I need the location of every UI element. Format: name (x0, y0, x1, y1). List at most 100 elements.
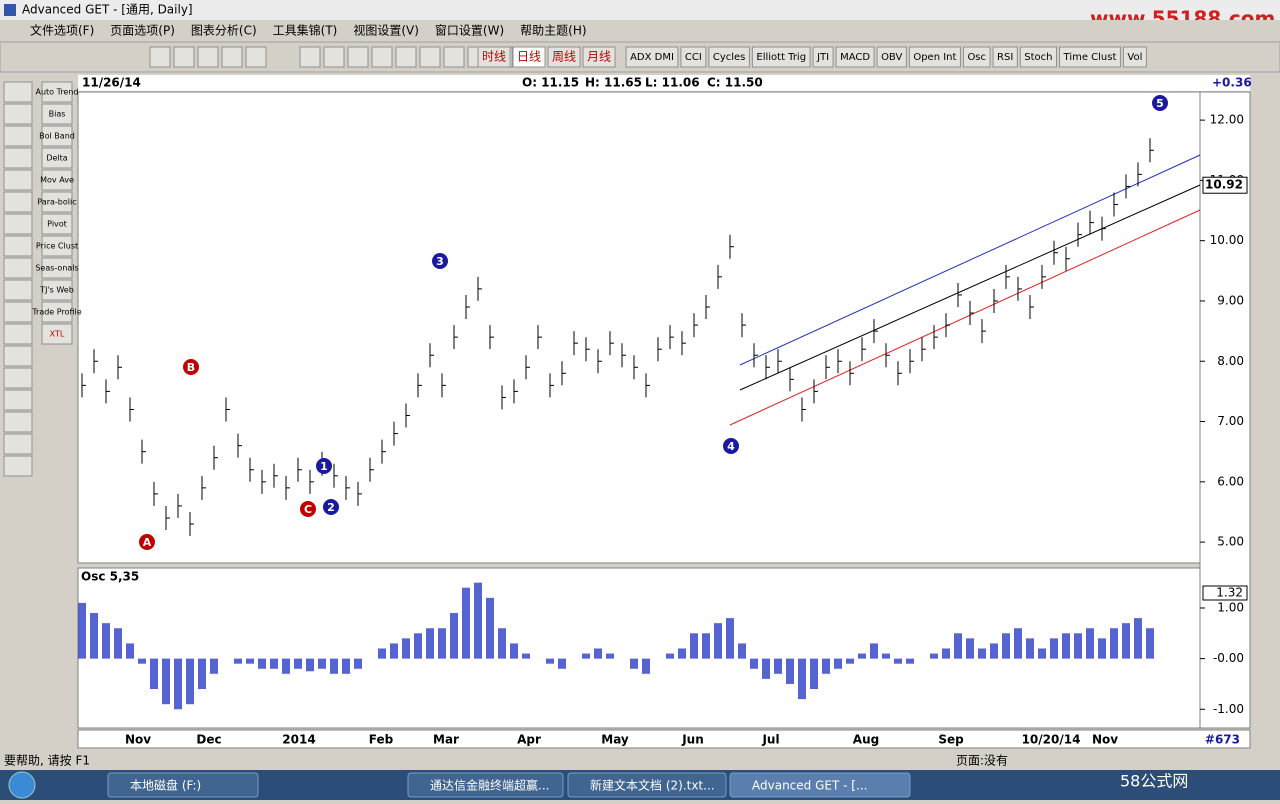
menu-item[interactable]: 视图设置(V) (353, 23, 419, 38)
side-icon[interactable] (3, 235, 33, 257)
side-button[interactable] (41, 279, 73, 301)
toolbar-button[interactable] (547, 46, 581, 68)
toolbar-label[interactable]: 月线 (587, 50, 611, 64)
toolbar-button[interactable] (708, 46, 750, 68)
side-icon[interactable] (3, 455, 33, 477)
toolbar-label[interactable]: ADX DMI (630, 52, 674, 63)
menu-item[interactable]: 图表分析(C) (191, 24, 257, 38)
side-button[interactable] (41, 213, 73, 235)
tool-icon[interactable] (245, 46, 267, 68)
side-button[interactable] (41, 257, 73, 279)
toolbar-button[interactable] (908, 46, 961, 68)
toolbar-label[interactable]: Vol (1127, 52, 1142, 63)
tool-icon[interactable] (323, 46, 345, 68)
menu-item[interactable]: 页面选项(P) (110, 24, 175, 38)
side-icon[interactable] (3, 257, 33, 279)
side-label[interactable]: XTL (50, 330, 65, 339)
side-icon[interactable] (3, 191, 33, 213)
side-icon[interactable] (3, 433, 33, 455)
toolbar-label[interactable]: Osc (967, 52, 986, 63)
toolbar-label[interactable]: 时线 (482, 50, 506, 64)
toolbar-button[interactable] (582, 46, 616, 68)
side-label[interactable]: Pivot (47, 220, 67, 229)
side-label[interactable]: Bias (49, 110, 66, 119)
toolbar-label[interactable]: 日线 (517, 50, 541, 64)
taskbar-item[interactable] (729, 772, 911, 798)
toolbar-label[interactable]: JTI (816, 52, 829, 63)
toolbar-label[interactable]: MACD (840, 52, 870, 63)
taskbar-label[interactable]: Advanced GET - [... (752, 779, 867, 793)
toolbar-button[interactable] (876, 46, 907, 68)
start-button[interactable] (8, 771, 36, 799)
side-icon[interactable] (3, 411, 33, 433)
toolbar-button[interactable] (751, 46, 811, 68)
side-label[interactable]: Delta (46, 154, 67, 163)
toolbar-button[interactable] (680, 46, 707, 68)
side-button[interactable] (41, 103, 73, 125)
side-label[interactable]: Trade Profile (31, 308, 81, 317)
side-label[interactable]: Para-bolic (37, 198, 76, 207)
toolbar-label[interactable]: CCI (685, 52, 702, 63)
toolbar-label[interactable]: Elliott Trig (756, 52, 806, 63)
toolbar-button[interactable] (992, 46, 1018, 68)
toolbar-label[interactable]: 周线 (552, 50, 576, 64)
taskbar-item[interactable] (107, 772, 259, 798)
taskbar-label[interactable]: 新建文本文档 (2).txt... (590, 778, 715, 793)
tool-icon[interactable] (371, 46, 393, 68)
side-button[interactable] (41, 125, 73, 147)
side-icon[interactable] (3, 103, 33, 125)
side-button[interactable] (41, 301, 73, 323)
side-button[interactable] (41, 147, 73, 169)
side-icon[interactable] (3, 125, 33, 147)
side-label[interactable]: Mov Ave (40, 176, 74, 185)
menu-item[interactable]: 工具集锦(T) (273, 23, 338, 38)
side-button[interactable] (41, 235, 73, 257)
side-icon[interactable] (3, 389, 33, 411)
side-icon[interactable] (3, 301, 33, 323)
tool-icon[interactable] (395, 46, 417, 68)
toolbar-label[interactable]: RSI (997, 52, 1013, 63)
tool-icon[interactable] (443, 46, 465, 68)
toolbar-button[interactable] (812, 46, 834, 68)
toolbar-button[interactable] (1059, 46, 1121, 68)
toolbar-button[interactable] (477, 46, 511, 68)
side-button[interactable] (41, 81, 73, 103)
menu-item[interactable]: 窗口设置(W) (435, 24, 504, 38)
side-button[interactable] (41, 191, 73, 213)
side-button[interactable] (41, 323, 73, 345)
taskbar-label[interactable]: 本地磁盘 (F:) (130, 778, 201, 793)
side-icon[interactable] (3, 147, 33, 169)
toolbar-button[interactable] (625, 46, 679, 68)
taskbar-item[interactable] (407, 772, 564, 798)
toolbar-button[interactable] (1019, 46, 1058, 68)
toolbar-button[interactable] (835, 46, 875, 68)
side-button[interactable] (41, 169, 73, 191)
taskbar-label[interactable]: 通达信金融终端超赢... (430, 778, 549, 793)
toolbar-button[interactable] (962, 46, 991, 68)
toolbar-label[interactable]: Cycles (713, 52, 746, 63)
toolbar-button[interactable] (512, 46, 546, 68)
side-icon[interactable] (3, 279, 33, 301)
side-label[interactable]: Bol Band (39, 132, 75, 141)
tool-icon[interactable] (221, 46, 243, 68)
menu-item[interactable]: 文件选项(F) (30, 23, 94, 38)
toolbar-button[interactable] (1122, 46, 1147, 68)
menu-item[interactable]: 帮助主题(H) (520, 24, 586, 38)
side-icon[interactable] (3, 367, 33, 389)
side-icon[interactable] (3, 345, 33, 367)
tool-icon[interactable] (419, 46, 441, 68)
side-icon[interactable] (3, 81, 33, 103)
tool-icon[interactable] (197, 46, 219, 68)
toolbar-label[interactable]: Stoch (1024, 52, 1052, 63)
tool-icon[interactable] (149, 46, 171, 68)
side-icon[interactable] (3, 213, 33, 235)
toolbar-label[interactable]: OBV (881, 52, 902, 63)
side-icon[interactable] (3, 323, 33, 345)
toolbar-label[interactable]: Time Clust (1063, 52, 1117, 63)
tool-icon[interactable] (173, 46, 195, 68)
side-label[interactable]: Seas-onals (35, 264, 78, 273)
tool-icon[interactable] (299, 46, 321, 68)
side-icon[interactable] (3, 169, 33, 191)
toolbar-label[interactable]: Open Int (913, 52, 956, 63)
taskbar-item[interactable] (567, 772, 727, 798)
